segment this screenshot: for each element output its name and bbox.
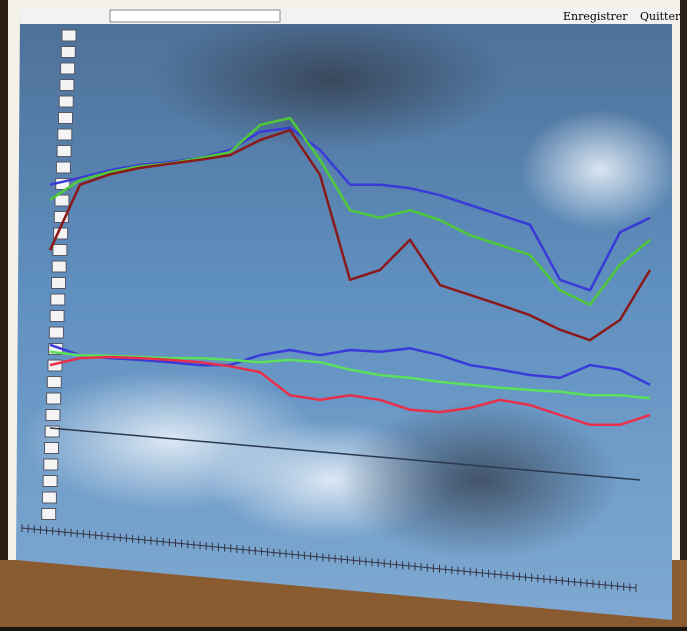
- title-box: [109, 9, 281, 23]
- icon: [54, 194, 70, 207]
- series-line: [49, 350, 651, 400]
- icon: [51, 277, 66, 289]
- plot: [48, 116, 652, 427]
- icon: [52, 244, 68, 256]
- icon: [61, 29, 77, 42]
- icon: [60, 46, 76, 58]
- cloud: [150, 10, 510, 150]
- ruler-ticks: [21, 524, 637, 592]
- icon: [58, 112, 73, 124]
- icon: [57, 128, 73, 141]
- icon: [43, 458, 59, 471]
- icon: [45, 409, 61, 421]
- icon: [53, 211, 69, 223]
- icon: [50, 293, 66, 306]
- series-line: [49, 116, 651, 307]
- series-line: [48, 128, 652, 342]
- icon: [56, 145, 72, 157]
- series-line: [49, 355, 651, 427]
- icon: [55, 161, 71, 174]
- menu-item[interactable]: Quitter: [640, 10, 681, 23]
- divider: [49, 427, 641, 481]
- icon: [47, 359, 63, 372]
- icon: [44, 425, 60, 438]
- icon: [51, 260, 67, 273]
- menu-item[interactable]: Enregistrer: [563, 10, 628, 23]
- icon: [48, 326, 64, 339]
- icon: [41, 508, 57, 520]
- icon: [46, 376, 62, 388]
- icon: [60, 62, 76, 75]
- icon: [59, 79, 75, 91]
- icon: [46, 392, 62, 405]
- cloud: [340, 400, 620, 560]
- icon: [42, 475, 58, 487]
- icon: [58, 95, 74, 108]
- icon: [41, 491, 57, 504]
- icon: [49, 310, 65, 322]
- cloud: [520, 110, 680, 230]
- icon-column: [41, 29, 77, 520]
- icon: [44, 442, 59, 454]
- series-line: [49, 343, 651, 386]
